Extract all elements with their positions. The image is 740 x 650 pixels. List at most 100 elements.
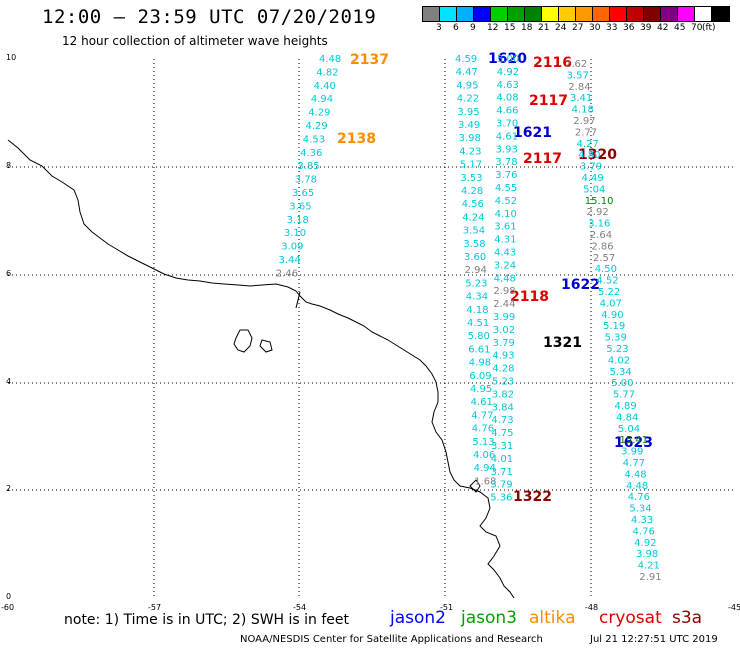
wave-height-value: 4.28	[461, 186, 483, 197]
color-swatch	[695, 7, 712, 21]
x-tick-label: -60	[1, 603, 14, 612]
wave-height-value: 4.43	[494, 248, 516, 259]
color-swatch	[491, 7, 508, 21]
wave-height-value: 4.55	[495, 183, 517, 194]
wave-height-value: 4.47	[456, 67, 478, 78]
color-swatch	[508, 7, 525, 21]
wave-height-value: 15.41	[620, 435, 649, 446]
wave-height-value: 3.31	[491, 441, 513, 452]
wave-height-value: 4.89	[615, 401, 637, 412]
wave-height-value: 3.16	[588, 219, 610, 230]
color-scale-label: 39	[640, 23, 652, 33]
y-tick-label: 8	[6, 161, 11, 170]
color-swatch	[559, 7, 576, 21]
wave-height-value: 4.92	[497, 67, 519, 78]
color-swatch	[644, 7, 661, 21]
wave-height-value: 4.07	[600, 298, 622, 309]
wave-height-value: 3.02	[493, 325, 515, 336]
legend-s3a: s3a	[672, 608, 703, 628]
color-scale-label: 33	[606, 23, 618, 33]
color-scale-label: 21	[538, 23, 550, 33]
wave-height-value: 3.10	[284, 228, 306, 239]
color-swatch	[661, 7, 678, 21]
legend-jason3: jason3	[461, 608, 517, 628]
legend-jason2: jason2	[390, 608, 446, 628]
y-tick-label: 0	[6, 592, 11, 601]
wave-height-value: 4.75	[491, 428, 513, 439]
wave-height-value: 3.79	[580, 162, 602, 173]
color-scale-label: 15	[504, 23, 516, 33]
wave-height-value: 4.21	[638, 561, 660, 572]
color-scale-label: 42	[657, 23, 669, 33]
wave-height-value: 3.84	[492, 402, 514, 413]
x-tick-label: -48	[585, 603, 598, 612]
legend-cryosat: cryosat	[599, 608, 662, 628]
color-swatch	[440, 7, 457, 21]
wave-height-value: 3.98	[459, 133, 481, 144]
wave-height-value: 5.04	[618, 424, 640, 435]
wave-height-value: 3.65	[289, 201, 311, 212]
wave-height-value: 3.76	[495, 170, 517, 181]
wave-height-value: 2.94	[465, 265, 487, 276]
wave-height-value: 2.57	[593, 253, 615, 264]
track-label: 1322	[513, 489, 552, 505]
wave-height-value: 4.93	[492, 351, 514, 362]
wave-height-value: 4.29	[306, 121, 328, 132]
wave-height-value: 5.17	[460, 160, 482, 171]
wave-height-value: 4.66	[496, 106, 518, 117]
wave-height-value: 3.49	[458, 120, 480, 131]
page-subtitle: 12 hour collection of altimeter wave hei…	[62, 34, 328, 48]
wave-height-value: 4.84	[616, 412, 638, 423]
wave-height-value: 4.10	[495, 209, 517, 220]
wave-height-value: 5.23	[465, 278, 487, 289]
wave-height-value: 3.95	[457, 107, 479, 118]
wave-height-value: 5.39	[605, 333, 627, 344]
color-scale-label: 30	[589, 23, 601, 33]
wave-height-value: 2.86	[591, 241, 613, 252]
track-label: 2117	[529, 93, 568, 109]
color-swatch	[712, 7, 729, 21]
wave-height-value: 5.23	[492, 377, 514, 388]
wave-height-value: 3.44	[279, 255, 301, 266]
wave-height-value: 5.13	[472, 437, 494, 448]
wave-height-value: 4.92	[634, 538, 656, 549]
wave-height-value: 3.78	[295, 175, 317, 186]
wave-height-value: 4.18	[572, 105, 594, 116]
wave-height-value: 4.53	[303, 134, 325, 145]
x-tick-label: -54	[293, 603, 306, 612]
wave-height-value: 2.46	[276, 268, 298, 279]
wave-height-value: 4.63	[497, 80, 519, 91]
x-tick-label: -51	[440, 603, 453, 612]
y-tick-label: 10	[6, 53, 16, 62]
wave-height-value: 4.08	[496, 93, 518, 104]
wave-height-value: 4.76	[472, 424, 494, 435]
wave-height-value: 4.77	[623, 458, 645, 469]
wave-height-value: 4.80	[578, 150, 600, 161]
color-swatch	[627, 7, 644, 21]
track-label: 1320	[578, 147, 617, 163]
wave-height-value: 4.48	[494, 273, 516, 284]
y-tick-label: 2	[6, 484, 11, 493]
wave-height-value: 4.59	[455, 54, 477, 65]
color-scale-label: 27	[572, 23, 584, 33]
track-label: 2137	[350, 52, 389, 68]
wave-height-value: 4.51	[467, 318, 489, 329]
wave-height-value: 3.79	[490, 480, 512, 491]
wave-height-value: 4.77	[471, 410, 493, 421]
wave-height-value: 3.70	[496, 119, 518, 130]
track-label: 1622	[561, 277, 600, 293]
color-scale-label: 12	[487, 23, 499, 33]
x-tick-label: -57	[148, 603, 161, 612]
wave-height-value: 3.71	[491, 467, 513, 478]
credit-text: NOAA/NESDIS Center for Satellite Applica…	[240, 634, 543, 645]
wave-height-value: 5.19	[603, 321, 625, 332]
wave-height-value: 3.82	[492, 389, 514, 400]
wave-height-value: 4.82	[316, 67, 338, 78]
wave-height-value: 4.98	[469, 358, 491, 369]
color-scale-bar	[422, 6, 730, 22]
color-scale-label: 70	[691, 23, 703, 33]
credit-timestamp: Jul 21 12:27:51 UTC 2019	[590, 634, 718, 645]
color-scale-label: 9	[470, 23, 476, 33]
wave-height-value: 4.34	[466, 292, 488, 303]
